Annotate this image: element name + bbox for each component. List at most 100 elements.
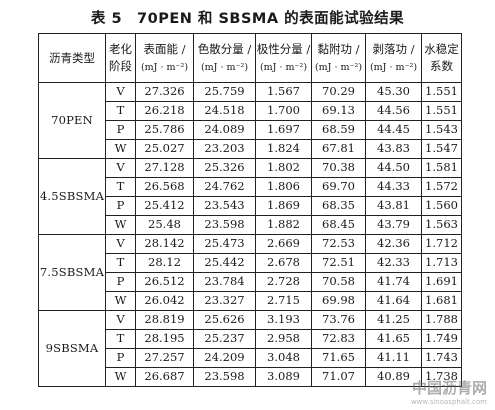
dispersive-cell: 25.326 xyxy=(193,158,256,178)
peeling-cell: 40.89 xyxy=(365,367,422,387)
peeling-cell: 42.33 xyxy=(365,253,422,273)
polar-cell: 2.958 xyxy=(255,329,312,349)
peeling-cell: 43.81 xyxy=(365,196,422,216)
surface-energy-cell: 27.257 xyxy=(135,348,194,368)
polar-cell: 1.802 xyxy=(255,158,312,178)
polar-cell: 2.678 xyxy=(255,253,312,273)
adhesion-cell: 69.98 xyxy=(311,291,366,311)
water-stability-cell: 1.712 xyxy=(421,234,462,254)
polar-cell: 1.882 xyxy=(255,215,312,235)
polar-cell: 3.048 xyxy=(255,348,312,368)
water-stability-cell: 1.551 xyxy=(421,82,462,102)
adhesion-cell: 72.83 xyxy=(311,329,366,349)
peeling-cell: 41.74 xyxy=(365,272,422,292)
water-stability-cell: 1.743 xyxy=(421,348,462,368)
dispersive-cell: 23.327 xyxy=(193,291,256,311)
peeling-cell: 41.65 xyxy=(365,329,422,349)
table-row: P 27.257 24.209 3.048 71.65 41.11 1.743 xyxy=(39,348,462,368)
adhesion-cell: 69.13 xyxy=(311,101,366,121)
table-row: T 28.195 25.237 2.958 72.83 41.65 1.749 xyxy=(39,329,462,349)
adhesion-cell: 72.51 xyxy=(311,253,366,273)
surface-energy-cell: 28.12 xyxy=(135,253,194,273)
dispersive-cell: 23.598 xyxy=(193,367,256,387)
dispersive-cell: 25.237 xyxy=(193,329,256,349)
watermark-main: 中国沥青网 xyxy=(411,379,487,397)
table-row: 70PEN V 27.326 25.759 1.567 70.29 45.30 1.551 xyxy=(38,82,462,159)
table-row: P 25.412 23.543 1.869 68.35 43.81 1.560 xyxy=(39,196,462,216)
header-peeling-work: 剥落功 / (mJ · m⁻²) xyxy=(365,33,422,83)
asphalt-type-cell: 4.5SBSMA xyxy=(38,158,106,235)
peeling-cell: 43.83 xyxy=(365,139,422,159)
aging-stage-cell: V xyxy=(105,158,136,178)
dispersive-cell: 23.543 xyxy=(193,196,256,216)
dispersive-cell: 25.442 xyxy=(193,253,256,273)
table-row: W 25.027 23.203 1.824 67.81 43.83 1.547 xyxy=(39,139,462,159)
surface-energy-cell: 28.142 xyxy=(135,234,194,254)
asphalt-type-cell: 9SBSMA xyxy=(38,310,106,387)
water-stability-cell: 1.547 xyxy=(421,139,462,159)
table-row: 7.5SBSMA V 28.142 25.473 2.669 72.53 42.36 1.71… xyxy=(38,234,462,311)
table-row: 9SBSMA V 28.819 25.626 3.193 73.76 41.25 1.788 xyxy=(38,310,462,387)
aging-stage-cell: T xyxy=(105,101,136,121)
surface-energy-cell: 26.218 xyxy=(135,101,194,121)
table-row: T 26.218 24.518 1.700 69.13 44.56 1.551 xyxy=(39,101,462,121)
asphalt-type-cell: 70PEN xyxy=(38,82,106,159)
dispersive-cell: 24.518 xyxy=(193,101,256,121)
adhesion-cell: 69.70 xyxy=(311,177,366,197)
peeling-cell: 44.33 xyxy=(365,177,422,197)
dispersive-cell: 24.209 xyxy=(193,348,256,368)
header-polar-component: 极性分量 / (mJ · m⁻²) xyxy=(255,33,312,83)
surface-energy-cell: 26.512 xyxy=(135,272,194,292)
header-surface-energy: 表面能 / (mJ · m⁻²) xyxy=(135,33,194,83)
table-row: W 26.687 23.598 3.089 71.07 40.89 1.738 xyxy=(39,367,462,387)
adhesion-cell: 70.38 xyxy=(311,158,366,178)
aging-stage-cell: T xyxy=(105,177,136,197)
peeling-cell: 45.30 xyxy=(365,82,422,102)
peeling-cell: 44.50 xyxy=(365,158,422,178)
adhesion-cell: 70.58 xyxy=(311,272,366,292)
table-caption: 表 5 70PEN 和 SBSMA 的表面能试验结果 xyxy=(90,11,405,27)
polar-cell: 1.697 xyxy=(255,120,312,140)
header-water-stability: 水稳定 系数 xyxy=(421,33,462,83)
surface-energy-cell: 26.568 xyxy=(135,177,194,197)
aging-stage-cell: V xyxy=(105,310,136,330)
peeling-cell: 41.11 xyxy=(365,348,422,368)
dispersive-cell: 24.762 xyxy=(193,177,256,197)
water-stability-cell: 1.681 xyxy=(421,291,462,311)
dispersive-cell: 25.759 xyxy=(193,82,256,102)
aging-stage-cell: P xyxy=(105,272,136,292)
water-stability-cell: 1.713 xyxy=(421,253,462,273)
water-stability-cell: 1.738 xyxy=(421,367,462,387)
water-stability-cell: 1.749 xyxy=(421,329,462,349)
water-stability-cell: 1.560 xyxy=(421,196,462,216)
surface-energy-cell: 26.687 xyxy=(135,367,194,387)
surface-energy-cell: 28.819 xyxy=(135,310,194,330)
surface-energy-cell: 26.042 xyxy=(135,291,194,311)
surface-energy-cell: 25.48 xyxy=(135,215,194,235)
polar-cell: 1.824 xyxy=(255,139,312,159)
aging-stage-cell: P xyxy=(105,196,136,216)
adhesion-cell: 71.65 xyxy=(311,348,366,368)
dispersive-cell: 25.626 xyxy=(193,310,256,330)
table-row: W 25.48 23.598 1.882 68.45 43.79 1.563 xyxy=(39,215,462,235)
polar-cell: 2.728 xyxy=(255,272,312,292)
asphalt-type-cell: 7.5SBSMA xyxy=(38,234,106,311)
peeling-cell: 42.36 xyxy=(365,234,422,254)
polar-cell: 1.869 xyxy=(255,196,312,216)
adhesion-cell: 73.76 xyxy=(311,310,366,330)
polar-cell: 2.715 xyxy=(255,291,312,311)
aging-stage-cell: P xyxy=(105,348,136,368)
adhesion-cell: 72.53 xyxy=(311,234,366,254)
aging-stage-cell: W xyxy=(105,139,136,159)
adhesion-cell: 70.29 xyxy=(311,82,366,102)
surface-energy-cell: 25.027 xyxy=(135,139,194,159)
polar-cell: 1.806 xyxy=(255,177,312,197)
table-row: 4.5SBSMA V 27.128 25.326 1.802 70.38 44.50 1.58… xyxy=(38,158,462,235)
water-stability-cell: 1.691 xyxy=(421,272,462,292)
table-body: 70PEN V 27.326 25.759 1.567 70.29 45.30 1.551 T 2… xyxy=(38,82,462,387)
aging-stage-cell: T xyxy=(105,253,136,273)
dispersive-cell: 25.473 xyxy=(193,234,256,254)
water-stability-cell: 1.551 xyxy=(421,101,462,121)
water-stability-cell: 1.788 xyxy=(421,310,462,330)
surface-energy-cell: 28.195 xyxy=(135,329,194,349)
